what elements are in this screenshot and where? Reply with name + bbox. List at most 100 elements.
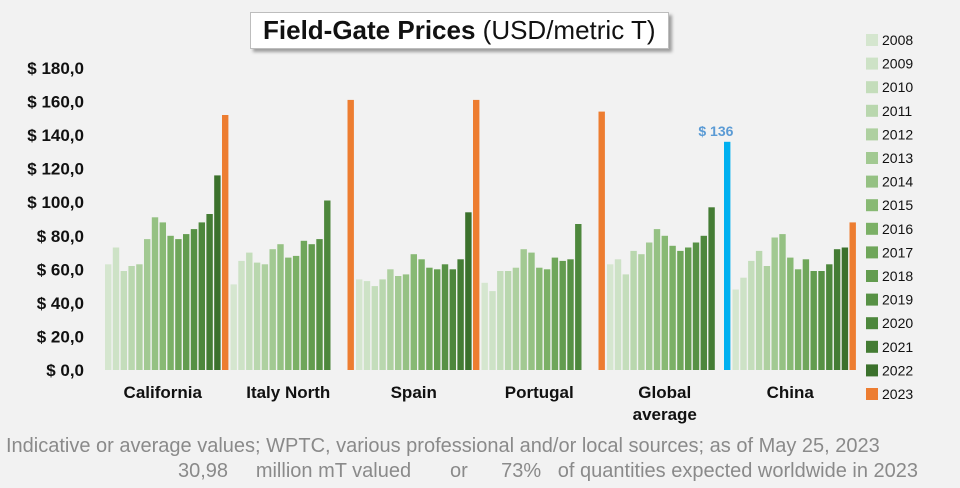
bar-2023 — [598, 111, 605, 370]
bar-2018 — [559, 260, 566, 370]
bar-2008 — [607, 264, 614, 370]
bar-2023 — [473, 99, 480, 371]
bar-2012 — [261, 264, 269, 370]
bar-2019 — [818, 271, 825, 370]
y-tick-label: $ 100,0 — [27, 193, 84, 212]
bar-2021 — [206, 214, 213, 370]
bar-2016 — [669, 245, 676, 370]
bar-2020 — [826, 264, 833, 370]
bar-2021 — [833, 249, 841, 370]
y-tick-label: $ 180,0 — [27, 59, 84, 78]
bar-2008 — [105, 264, 112, 370]
bar-2023 — [849, 222, 856, 370]
legend-swatch-2012 — [866, 128, 878, 141]
footnote-sources: Indicative or average values; WPTC, vari… — [6, 435, 880, 457]
bar-2015 — [285, 257, 292, 370]
bar-2010 — [622, 274, 629, 370]
bar-2019 — [692, 242, 700, 370]
bar-2008 — [356, 279, 363, 370]
bar-2011 — [128, 266, 135, 370]
bar-2017 — [677, 250, 684, 370]
legend-swatch-2023 — [866, 388, 878, 400]
bar-2015 — [410, 254, 417, 370]
bar-2009 — [112, 247, 120, 370]
bar-2016 — [418, 259, 425, 370]
legend-swatch-2022 — [866, 364, 878, 377]
x-category-label: average — [633, 405, 697, 424]
bar-2014 — [151, 217, 159, 370]
bar-2012 — [512, 267, 520, 370]
legend-label: 2009 — [882, 56, 913, 72]
legend-label: 2020 — [882, 315, 913, 331]
legend-label: 2008 — [882, 32, 913, 48]
bar-2014 — [653, 229, 661, 370]
bar-2015 — [159, 222, 166, 370]
bar-2014 — [528, 252, 535, 370]
bar-2017 — [175, 239, 182, 370]
legend-swatch-2009 — [866, 57, 878, 70]
bar-2014 — [779, 234, 786, 370]
bar-2010 — [748, 260, 755, 370]
legend-label: 2016 — [882, 221, 913, 237]
legend-swatch-2015 — [866, 199, 878, 212]
legend-label: 2019 — [882, 292, 913, 308]
bar-2020 — [198, 222, 205, 370]
bar-2015 — [787, 257, 794, 370]
legend-swatch-2010 — [866, 81, 878, 94]
legend-label: 2014 — [882, 174, 913, 190]
bar-2022 — [465, 212, 472, 370]
bar-2016 — [167, 235, 174, 370]
bar-2013 — [520, 249, 527, 370]
bar-2012 — [387, 269, 394, 370]
bar-2018 — [434, 269, 441, 370]
x-category-label: Italy North — [246, 383, 330, 402]
chart-area: $ 0,0 $ 20,0 $ 40,0 $ 60,0 $ 80,0 $ 100,0 $ 12… — [27, 12, 913, 424]
bar-2015 — [536, 267, 543, 370]
bar-2022 — [841, 247, 849, 370]
y-tick-label: $ 160,0 — [27, 93, 84, 112]
bar-2023 — [222, 115, 229, 370]
bar-2010 — [497, 271, 504, 370]
bar-2012 — [638, 254, 645, 370]
bar-2018 — [183, 234, 190, 370]
legend-label: 2023 — [882, 386, 913, 402]
y-tick-label: $ 20,0 — [37, 327, 84, 346]
bar-2009 — [363, 281, 371, 370]
bar-2021 — [457, 259, 464, 370]
bar-2013 — [144, 239, 151, 370]
bar-2022 — [214, 175, 221, 370]
bar-2020 — [449, 269, 456, 370]
x-category-label: California — [124, 383, 203, 402]
bar-2012 — [136, 264, 143, 370]
bar-2020 — [324, 200, 331, 370]
legend-label: 2010 — [882, 79, 913, 95]
chart-title: Field-Gate Prices (USD/metric T) — [250, 12, 669, 49]
bar-2023 — [724, 141, 731, 370]
legend-label: 2013 — [882, 150, 913, 166]
legend-label: 2015 — [882, 197, 913, 213]
x-category-label: China — [767, 383, 815, 402]
bar-2017 — [300, 240, 308, 370]
bar-2009 — [489, 291, 496, 370]
bar-2016 — [292, 255, 300, 370]
bar-2013 — [395, 276, 402, 370]
chart-title-unit: (USD/metric T) — [482, 15, 656, 45]
legend-label: 2022 — [882, 362, 913, 378]
y-tick-label: $ 80,0 — [37, 227, 84, 246]
legend-swatch-2011 — [866, 104, 878, 117]
legend-swatch-2021 — [866, 340, 878, 353]
bar-2008 — [481, 282, 488, 370]
data-label-highlight: $ 136 — [698, 123, 733, 139]
bar-2008 — [732, 289, 739, 370]
y-tick-label: $ 0,0 — [46, 361, 84, 380]
bar-2011 — [253, 262, 261, 370]
bar-2014 — [402, 274, 410, 370]
bar-2011 — [755, 250, 763, 370]
legend-label: 2021 — [882, 339, 913, 355]
legend-swatch-2016 — [866, 222, 878, 235]
legend-swatch-2008 — [866, 34, 878, 46]
bar-2011 — [379, 279, 386, 370]
legend-swatch-2017 — [866, 246, 878, 259]
bar-2017 — [551, 257, 559, 370]
bar-2016 — [794, 269, 802, 370]
